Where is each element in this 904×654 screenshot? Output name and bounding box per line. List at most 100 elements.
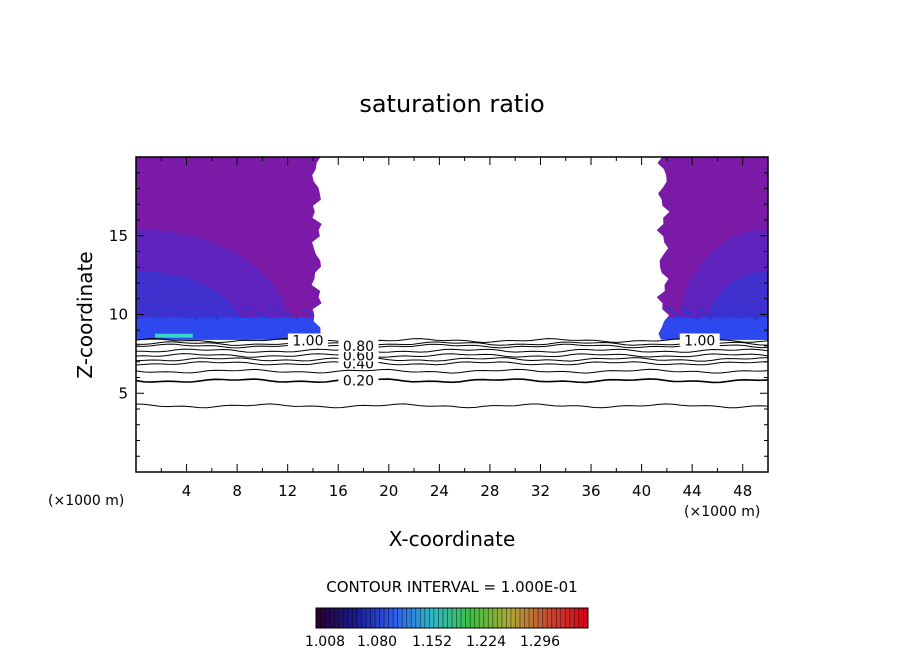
cloud-speckle [696,317,700,320]
cloud-speckle [307,310,311,313]
cloud-speckle [242,306,246,309]
cloud-speckle [208,313,212,316]
cloud-speckle [154,311,158,314]
contour-label: 0.60 [343,348,374,364]
cloud-speckle [673,311,677,314]
contour-label-bg [338,339,379,352]
y-tick-label: 5 [118,384,128,402]
contour-line [135,378,769,384]
cloud-speckle [222,309,226,312]
cloud-speckle [173,308,177,311]
cloud-speckle [175,311,179,314]
cloud-speckle [148,310,152,313]
cloud-speckle [202,312,206,315]
cloud-speckle [248,307,252,310]
cloud-speckle [723,315,727,318]
cloud-speckle [674,314,678,317]
contour-line [135,341,769,346]
contour-line [135,348,769,353]
cloud-speckle [762,310,766,313]
cloud-speckle [181,312,185,315]
cloud-speckle [724,306,728,309]
cloud-speckle [669,307,673,310]
chart-title: saturation ratio [359,90,544,118]
x-units-label: (×1000 m) [684,504,760,520]
plot-area: 0.200.400.600.801.00 1.00 4 8 12 16 20 24 28 32 3… [109,156,769,500]
contour-line [135,403,769,409]
cloud-speckle [709,317,713,320]
cloud-speckle [713,309,717,312]
cloud-speckle [213,314,217,317]
cloud-speckle [701,312,705,315]
cloud-speckle [681,307,685,310]
cloud-speckle [228,310,232,313]
contour-interval-label: CONTOUR INTERVAL = 1.000E-01 [326,578,577,596]
cloud-speckle [146,307,150,310]
cloud-speckle [201,309,205,312]
shaded-field [136,157,768,340]
contour-line [135,361,769,366]
contour-line [135,368,769,374]
cloud-speckle [677,315,681,318]
cloud-speckle [755,317,759,320]
y-tick-label: 10 [109,306,128,324]
contour-label-bg [287,333,328,347]
cloud-speckle [195,308,199,311]
cloud-speckle [705,313,709,316]
contour-label: 0.80 [343,339,374,355]
cloud-speckle [193,317,197,320]
y-axis-label: Z-coordinate [73,251,97,378]
contour-label-bg [679,333,720,347]
contour-label-bg [338,373,379,387]
cloud-speckle [275,308,279,311]
cloud-speckle [282,312,286,315]
colorbar-tick-label: 1.296 [520,634,560,650]
cloud-speckle [732,311,736,314]
x-tick-label: 32 [531,482,550,500]
cloud-speckle [215,317,219,320]
cloud-speckle [666,306,670,309]
cloud-speckle [220,306,224,309]
contour-line [135,357,769,362]
x-tick-label: 28 [480,482,499,500]
x-axis-label: X-coordinate [389,527,516,551]
cloud-speckle [136,317,139,320]
cloud-speckle [693,316,697,319]
cloud-speckle [728,307,732,310]
cloud-speckle [240,315,244,318]
cloud-speckle [260,312,264,315]
cloud-speckle [735,312,739,315]
cloud-speckle [739,316,743,319]
cloud-speckle [155,314,159,317]
cloud-layer-mid [678,229,768,340]
cloud-speckle [700,309,704,312]
cloud-layer-mid [136,229,290,340]
y-units-label: (×1000 m) [48,493,124,509]
x-tick-label: 4 [182,482,192,500]
contour-line [135,343,768,349]
cloud-speckle [188,316,192,319]
x-tick-label: 36 [581,482,600,500]
cloud-speckle [168,307,172,310]
cloud-speckle [720,314,724,317]
contour-label: 0.20 [343,374,374,390]
cloud-speckle [751,313,755,316]
cloud-speckle [235,314,239,317]
contour-line [135,353,769,358]
cloud-speckle [161,315,165,318]
cloud-layer-inner [136,270,245,340]
x-tick-label: 20 [379,482,398,500]
cloud-speckle [309,313,313,316]
cloud-speckle [697,308,701,311]
cloud-speckle [716,310,720,313]
contour-lines: 0.200.400.600.801.00 1.00 [135,333,769,409]
cloud-speckle [752,316,756,319]
cloud-speckle [740,307,744,310]
cloud-speckle [287,313,291,316]
x-tick-label: 24 [430,482,449,500]
cloud-speckle [295,317,299,320]
x-tick-label: 44 [683,482,702,500]
cloud-speckle [712,306,716,309]
cloud-speckle [289,316,293,319]
